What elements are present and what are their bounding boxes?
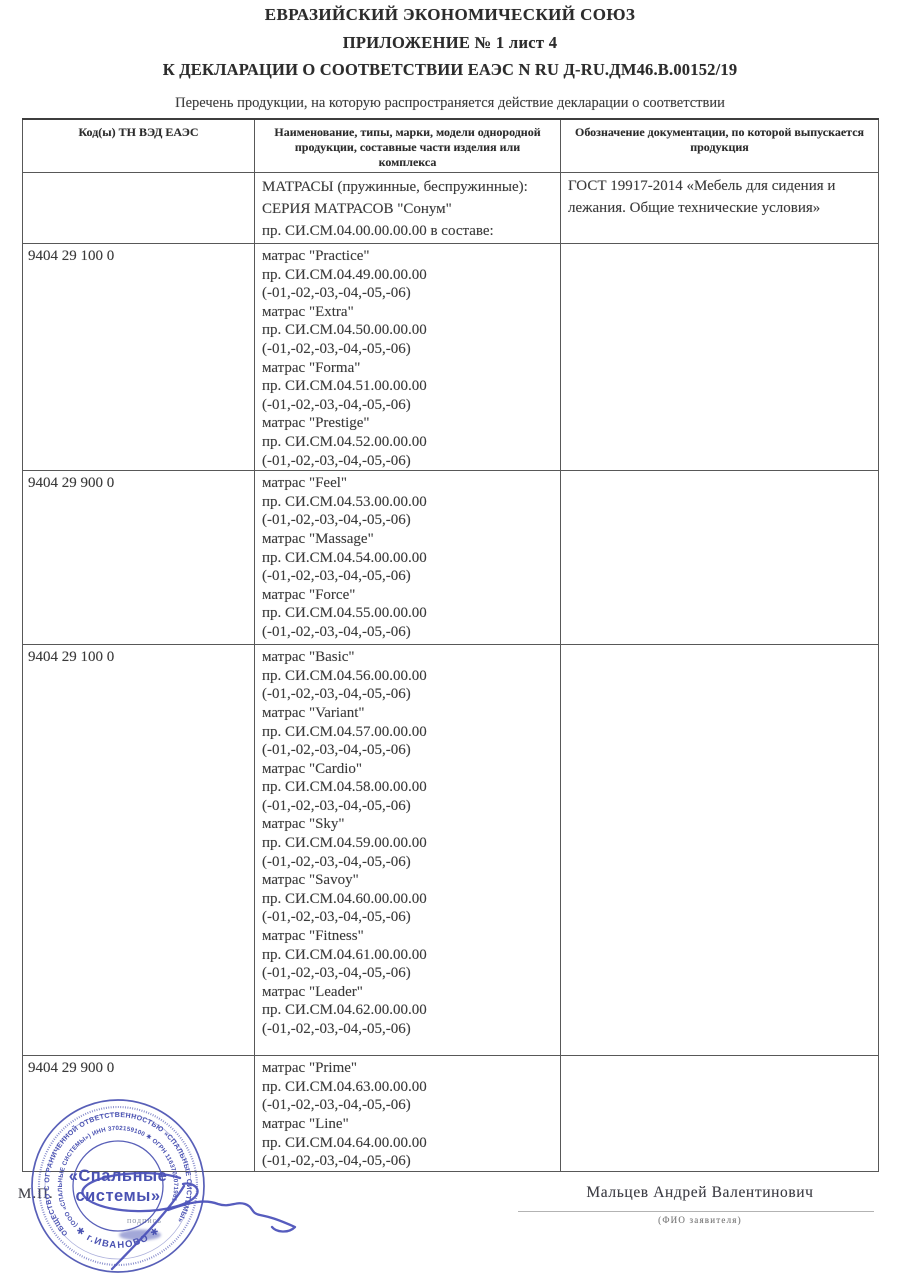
products-subtitle: Перечень продукции, на которую распростр… xyxy=(175,95,725,111)
stamp-place-label: М.П. xyxy=(18,1186,54,1202)
page-title-annex: ПРИЛОЖЕНИЕ № 1 лист 4 xyxy=(342,33,558,52)
docs-cell xyxy=(560,644,879,1057)
company-seal: ОБЩЕСТВО С ОГРАНИЧЕННОЙ ОТВЕТСТВЕННОСТЬЮ… xyxy=(31,1099,297,1273)
products-table: Код(ы) ТН ВЭД ЕАЭС Наименование, типы, м… xyxy=(22,118,879,1172)
table-row: 9404 29 100 0 матрас "Practice" пр. СИ.С… xyxy=(22,242,879,472)
code-cell xyxy=(22,172,255,244)
applicant-name: Мальцев Андрей Валентинович xyxy=(586,1184,814,1201)
docs-cell xyxy=(560,1055,879,1172)
seal-smudge xyxy=(119,1229,161,1241)
table-row: МАТРАСЫ (пружинные, беспружинные): СЕРИЯ… xyxy=(22,172,879,244)
products-cell: МАТРАСЫ (пружинные, беспружинные): СЕРИЯ… xyxy=(254,172,561,244)
products-cell: матрас "Practice" пр. СИ.СМ.04.49.00.00.… xyxy=(254,242,561,472)
docs-cell xyxy=(560,470,879,646)
signature-caption: подпись xyxy=(127,1216,162,1225)
page-title-union: ЕВРАЗИЙСКИЙ ЭКОНОМИЧЕСКИЙ СОЮЗ xyxy=(264,5,636,24)
code-cell: 9404 29 900 0 xyxy=(22,470,255,646)
applicant-name-caption: (ФИО заявителя) xyxy=(658,1215,742,1225)
docs-cell xyxy=(560,242,879,472)
products-cell: матрас "Basic" пр. СИ.СМ.04.56.00.00.00 … xyxy=(254,644,561,1057)
table-row: 9404 29 900 0 матрас "Prime" пр. СИ.СМ.0… xyxy=(22,1055,879,1172)
header-products-column: Наименование, типы, марки, модели одноро… xyxy=(254,118,561,173)
table-row: 9404 29 900 0 матрас "Feel" пр. СИ.СМ.04… xyxy=(22,470,879,646)
seal-center-line2: системы» xyxy=(75,1187,160,1205)
products-cell: матрас "Prime" пр. СИ.СМ.04.63.00.00.00 … xyxy=(254,1055,561,1172)
code-cell: 9404 29 100 0 xyxy=(22,644,255,1057)
signature xyxy=(81,1171,297,1271)
products-cell: матрас "Feel" пр. СИ.СМ.04.53.00.00.00 (… xyxy=(254,470,561,646)
code-cell: 9404 29 900 0 xyxy=(22,1055,255,1172)
page-title-declaration-number: К ДЕКЛАРАЦИИ О СООТВЕТСТВИИ ЕАЭС N RU Д-… xyxy=(162,60,738,79)
table-header-row: Код(ы) ТН ВЭД ЕАЭС Наименование, типы, м… xyxy=(22,118,879,173)
code-cell: 9404 29 100 0 xyxy=(22,242,255,472)
seal-microtext-ring xyxy=(37,1105,199,1267)
table-row: 9404 29 100 0 матрас "Basic" пр. СИ.СМ.0… xyxy=(22,644,879,1057)
header-code-column: Код(ы) ТН ВЭД ЕАЭС xyxy=(22,118,255,173)
docs-cell: ГОСТ 19917-2014 «Мебель для сидения и ле… xyxy=(560,172,879,244)
header-docs-column: Обозначение документации, по которой вып… xyxy=(560,118,879,173)
signature-line xyxy=(518,1211,874,1212)
seal-rings xyxy=(31,1099,205,1273)
